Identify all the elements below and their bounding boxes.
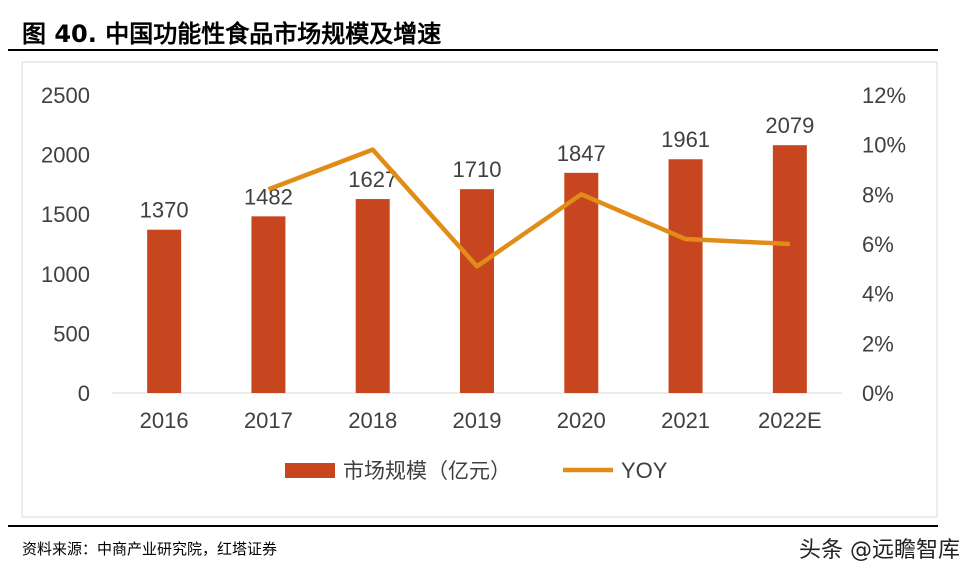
bar bbox=[668, 159, 703, 393]
right-tick-label: 10% bbox=[862, 133, 906, 158]
figure-title: 图 40. 中国功能性食品市场规模及增速 bbox=[22, 20, 442, 48]
chart-frame bbox=[21, 61, 938, 518]
right-tick-label: 4% bbox=[862, 282, 894, 307]
bar-data-label: 1847 bbox=[557, 141, 606, 166]
footer-rule bbox=[8, 525, 938, 527]
source-note: 资料来源：中商产业研究院，红塔证券 bbox=[22, 540, 278, 558]
bar bbox=[460, 189, 494, 393]
right-tick-label: 2% bbox=[862, 331, 894, 356]
x-tick-label: 2021 bbox=[661, 408, 710, 433]
bar bbox=[564, 172, 599, 393]
bar-data-label: 1710 bbox=[453, 157, 502, 182]
left-tick-label: 1500 bbox=[41, 202, 90, 227]
left-tick-label: 1000 bbox=[41, 262, 90, 287]
x-tick-label: 2017 bbox=[244, 408, 293, 433]
bar bbox=[251, 216, 286, 393]
title-rule bbox=[8, 49, 938, 51]
yoy-line bbox=[267, 147, 790, 269]
bar bbox=[772, 145, 807, 393]
watermark: 头条 @远瞻智库 bbox=[799, 538, 960, 563]
bar-data-label: 2079 bbox=[765, 113, 814, 138]
left-tick-label: 2000 bbox=[41, 143, 90, 168]
right-tick-label: 0% bbox=[862, 381, 894, 406]
bar bbox=[147, 229, 182, 393]
x-tick-label: 2019 bbox=[453, 408, 502, 433]
x-tick-label: 2022E bbox=[758, 408, 822, 433]
left-tick-label: 2500 bbox=[41, 83, 90, 108]
right-tick-label: 12% bbox=[862, 83, 906, 108]
x-tick-label: 2018 bbox=[348, 408, 397, 433]
bar-data-label: 1370 bbox=[140, 198, 189, 223]
x-tick-label: 2016 bbox=[140, 408, 189, 433]
bar bbox=[355, 199, 390, 393]
left-tick-label: 0 bbox=[78, 381, 90, 406]
right-tick-label: 8% bbox=[862, 182, 894, 207]
x-tick-label: 2020 bbox=[557, 408, 606, 433]
legend-line-label: YOY bbox=[621, 458, 668, 483]
bar-data-label: 1961 bbox=[661, 127, 710, 152]
right-tick-label: 6% bbox=[862, 232, 894, 257]
legend-bar-swatch bbox=[285, 463, 335, 478]
left-tick-label: 500 bbox=[53, 321, 90, 346]
legend-bar-label: 市场规模（亿元） bbox=[343, 460, 511, 483]
